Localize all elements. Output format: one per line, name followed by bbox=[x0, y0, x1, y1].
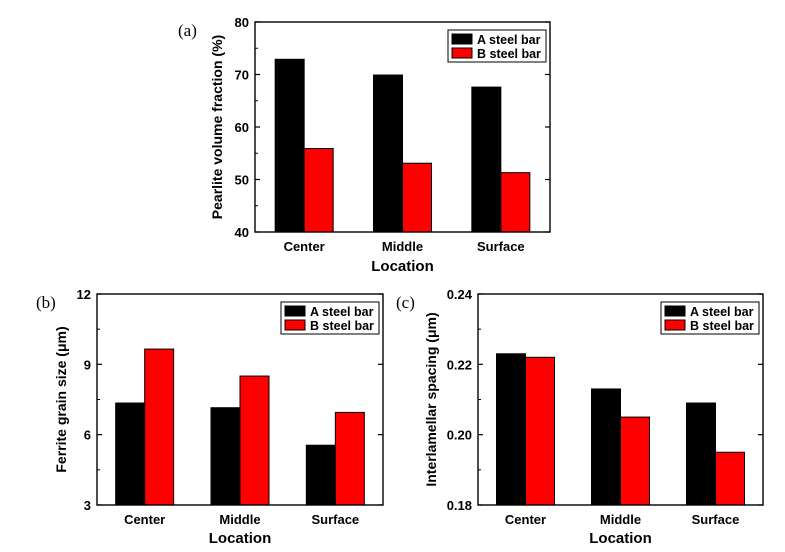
x-category-label-center: Center bbox=[505, 512, 546, 527]
y-axis-title: Ferrite grain size (μm) bbox=[53, 326, 69, 472]
legend-swatch-a bbox=[284, 305, 306, 317]
bar-b-middle bbox=[620, 416, 650, 506]
bar-b-middle bbox=[402, 162, 432, 233]
legend-label-a: A steel bar bbox=[477, 33, 541, 47]
legend-label-b: B steel bar bbox=[310, 319, 374, 333]
x-category-label-surface: Surface bbox=[692, 512, 740, 527]
legend-swatch-b bbox=[664, 319, 686, 331]
x-category-label-middle: Middle bbox=[600, 512, 641, 527]
panel-label: (a) bbox=[178, 21, 197, 40]
bar-a-center bbox=[115, 402, 146, 506]
y-tick-label: 3 bbox=[84, 498, 91, 513]
x-category-label-middle: Middle bbox=[382, 239, 423, 254]
legend-box bbox=[447, 29, 547, 63]
y-tick-label: 0.20 bbox=[447, 428, 472, 443]
x-category-label-middle: Middle bbox=[219, 512, 260, 527]
bar-a-middle bbox=[373, 74, 403, 233]
bar-b-center bbox=[525, 356, 555, 506]
y-axis-title: Pearlite volume fraction (%) bbox=[209, 35, 225, 219]
x-category-label-surface: Surface bbox=[311, 512, 359, 527]
x-axis-title: Location bbox=[589, 530, 652, 547]
bar-a-surface bbox=[305, 444, 336, 506]
y-tick-label: 12 bbox=[77, 287, 91, 302]
legend-swatch-b bbox=[451, 47, 473, 59]
x-category-label-surface: Surface bbox=[477, 239, 525, 254]
bar-b-middle bbox=[239, 375, 270, 506]
bar-b-surface bbox=[334, 411, 365, 506]
legend-label-a: A steel bar bbox=[310, 305, 374, 319]
y-tick-label: 40 bbox=[235, 225, 249, 240]
legend-label-b: B steel bar bbox=[690, 319, 754, 333]
y-tick-label: 80 bbox=[235, 15, 249, 30]
bar-b-surface bbox=[500, 172, 531, 233]
y-axis-title: Interlamellar spacing (μm) bbox=[423, 312, 439, 486]
panel-c: (c) 0.18 0.20 0.22 0.24 Center Middle Surface Lo… bbox=[396, 287, 764, 547]
bar-a-surface bbox=[686, 402, 716, 506]
y-tick-label: 50 bbox=[235, 173, 249, 188]
y-tick-label: 6 bbox=[84, 428, 91, 443]
panel-label: (c) bbox=[396, 293, 415, 312]
x-axis-title: Location bbox=[209, 530, 272, 547]
x-axis-title: Location bbox=[371, 258, 434, 275]
legend-swatch-a bbox=[664, 305, 686, 317]
bar-a-center bbox=[496, 353, 526, 506]
y-tick-label: 60 bbox=[235, 120, 249, 135]
bar-b-center bbox=[303, 148, 334, 233]
y-tick-label: 9 bbox=[84, 357, 91, 372]
legend-label-b: B steel bar bbox=[477, 47, 541, 61]
panel-b: (b) 3 6 9 12 Center Middle Surface Location Ferri… bbox=[36, 287, 384, 547]
panel-a: (a) 40 50 60 70 80 Center Middle Surface Location… bbox=[178, 15, 551, 275]
bar-a-middle bbox=[591, 388, 621, 506]
bar-a-middle bbox=[210, 407, 241, 506]
legend-label-a: A steel bar bbox=[690, 305, 754, 319]
y-tick-label: 70 bbox=[235, 68, 249, 83]
y-tick-label: 0.18 bbox=[447, 498, 472, 513]
bar-a-center bbox=[274, 58, 305, 233]
bar-b-center bbox=[144, 348, 175, 506]
y-tick-label: 0.24 bbox=[447, 287, 473, 302]
legend-swatch-b bbox=[284, 319, 306, 331]
legend-swatch-a bbox=[451, 33, 473, 45]
panel-label: (b) bbox=[36, 293, 56, 312]
y-tick-label: 0.22 bbox=[447, 357, 472, 372]
bar-b-surface bbox=[715, 451, 745, 506]
x-category-label-center: Center bbox=[284, 239, 325, 254]
x-category-label-center: Center bbox=[124, 512, 165, 527]
bar-a-surface bbox=[471, 86, 502, 233]
